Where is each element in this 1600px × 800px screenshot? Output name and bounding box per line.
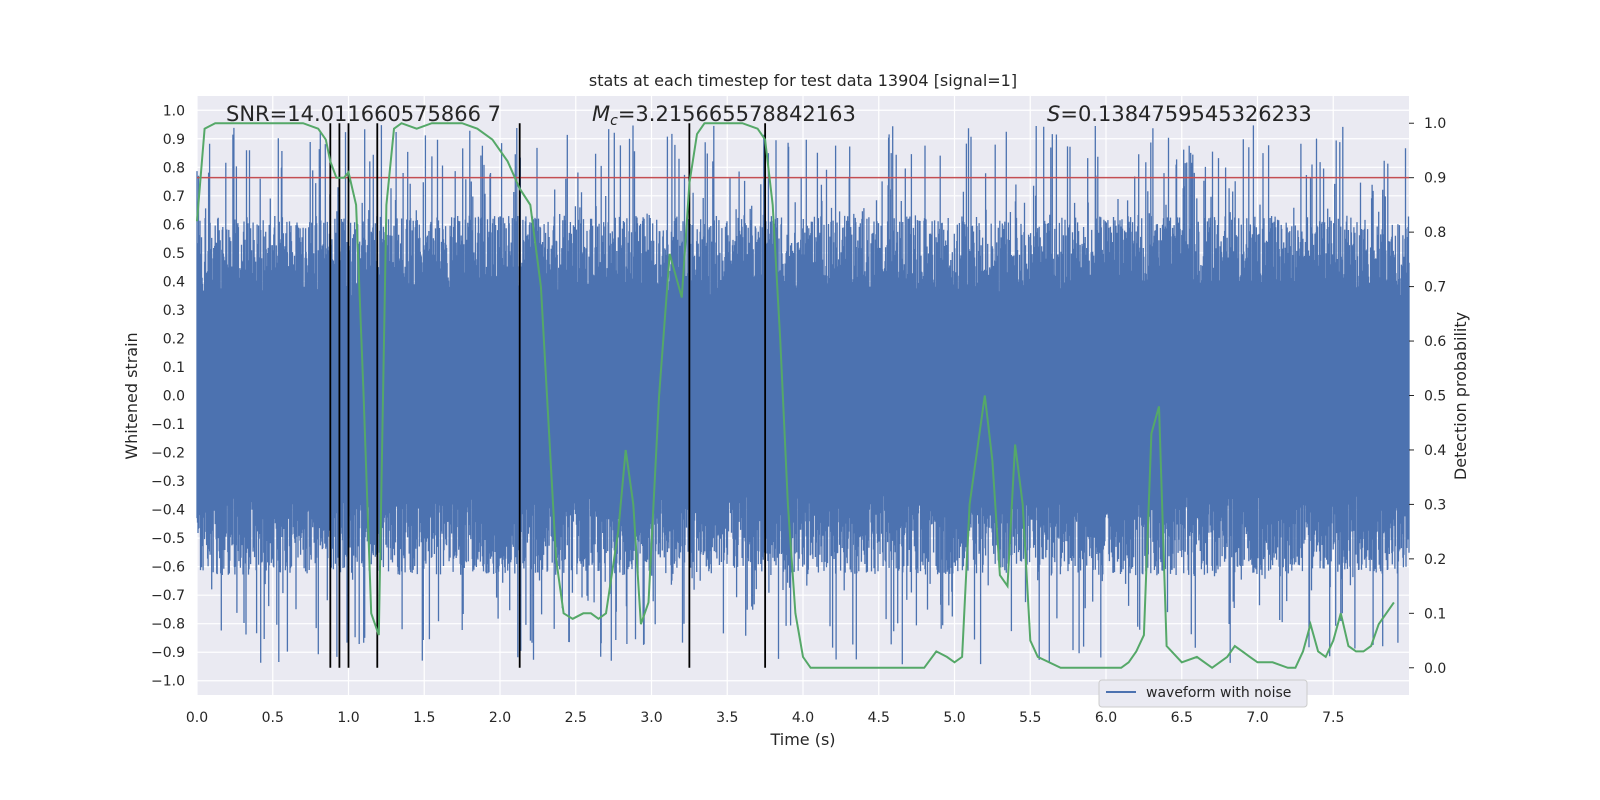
x-tick-label: 0.5 <box>262 710 284 726</box>
y-right-tick-label: 0.4 <box>1424 443 1446 459</box>
overlay <box>196 122 1409 670</box>
y-right-tick-label: 0.1 <box>1424 606 1446 622</box>
x-tick-label: 1.0 <box>337 710 359 726</box>
y-right-tick-label: 0.6 <box>1424 334 1446 350</box>
x-tick-label: 5.5 <box>1019 710 1041 726</box>
y-axis-right: 1.0 0.9 0.8 0.7 0.6 0.5 0.4 0.3 0.2 0.1 0.0 <box>1409 116 1446 677</box>
y-left-tick-label: −0.9 <box>151 645 185 661</box>
y-left-tick-label: −0.5 <box>151 531 185 547</box>
y-axis-left-label: Whitened strain <box>122 332 141 459</box>
y-left-tick-label: −1.0 <box>151 674 185 690</box>
y-left-tick-label: 0.8 <box>163 160 185 176</box>
x-tick-label: 7.0 <box>1246 710 1268 726</box>
y-left-tick-label: 0.5 <box>163 246 185 262</box>
y-right-tick-label: 0.3 <box>1424 497 1446 513</box>
x-tick-label: 3.0 <box>640 710 662 726</box>
y-left-tick-label: −0.8 <box>151 617 185 633</box>
s-annotation: S=0.1384759545326233 <box>1047 102 1312 126</box>
y-left-tick-label: 0.2 <box>163 331 185 347</box>
waveform-series <box>196 125 1410 665</box>
y-right-tick-label: 0.7 <box>1424 280 1446 296</box>
y-left-tick-label: 1.0 <box>163 103 185 119</box>
y-left-tick-label: 0.3 <box>163 303 185 319</box>
y-left-tick-label: 0.7 <box>163 189 185 205</box>
x-tick-label: 6.5 <box>1171 710 1193 726</box>
x-tick-label: 2.5 <box>565 710 587 726</box>
y-right-tick-label: 0.5 <box>1424 389 1446 405</box>
y-right-tick-label: 0.9 <box>1424 171 1446 187</box>
y-axis-left: 1.0 0.9 0.8 0.7 0.6 0.5 0.4 0.3 0.2 0.1 0.0 −0.1 −0.… <box>151 103 185 689</box>
x-tick-label: 4.0 <box>792 710 814 726</box>
y-left-tick-label: −0.2 <box>151 446 185 462</box>
snr-annotation: SNR=14.011660575866 7 <box>226 102 501 126</box>
x-tick-label: 5.0 <box>943 710 965 726</box>
waveform-trace <box>196 125 1410 665</box>
legend-box <box>1098 679 1308 708</box>
y-left-tick-label: −0.4 <box>151 503 185 519</box>
legend-label: waveform with noise <box>1146 685 1291 701</box>
x-tick-label: 6.0 <box>1095 710 1117 726</box>
x-tick-label: 1.5 <box>413 710 435 726</box>
y-left-tick-label: −0.3 <box>151 474 185 490</box>
y-left-tick-label: −0.7 <box>151 588 185 604</box>
x-tick-label: 3.5 <box>716 710 738 726</box>
chart-title: stats at each timestep for test data 139… <box>589 71 1017 90</box>
y-left-tick-label: 0.9 <box>163 132 185 148</box>
y-right-tick-label: 0.0 <box>1424 661 1446 677</box>
y-left-tick-label: 0.6 <box>163 217 185 233</box>
y-left-tick-label: 0.0 <box>163 389 185 405</box>
y-left-tick-label: 0.4 <box>163 274 185 290</box>
y-right-tick-label: 1.0 <box>1424 116 1446 132</box>
x-axis: 0.0 0.5 1.0 1.5 2.0 2.5 3.0 3.5 4.0 4.5 5.0 5.5 6.0 6… <box>186 710 1345 726</box>
y-left-tick-label: −0.1 <box>151 417 185 433</box>
y-right-tick-label: 0.8 <box>1424 225 1446 241</box>
y-axis-right-label: Detection probability <box>1451 312 1470 480</box>
x-tick-label: 4.5 <box>868 710 890 726</box>
y-left-tick-label: −0.6 <box>151 560 185 576</box>
y-left-tick-label: 0.1 <box>163 360 185 376</box>
probability-line <box>196 122 1395 670</box>
chirp-mass-annotation: Mc=3.215665578842163 <box>592 102 856 129</box>
x-tick-label: 7.5 <box>1322 710 1344 726</box>
x-tick-label: 2.0 <box>489 710 511 726</box>
x-tick-label: 0.0 <box>186 710 208 726</box>
y-right-tick-label: 0.2 <box>1424 552 1446 568</box>
x-axis-label: Time (s) <box>769 730 835 749</box>
legend: waveform with noise <box>1098 679 1308 708</box>
